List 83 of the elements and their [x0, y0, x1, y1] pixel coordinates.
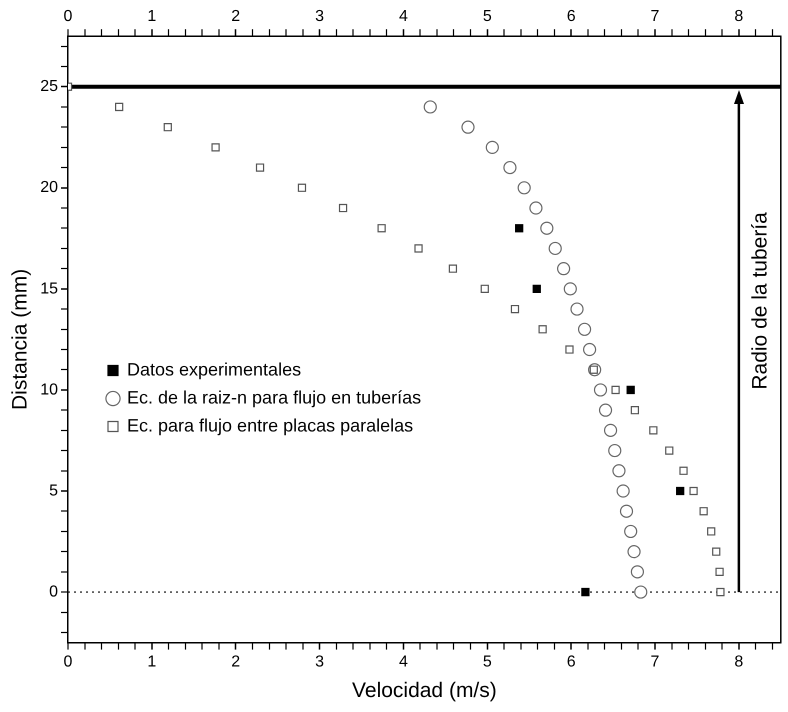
- point: [604, 424, 618, 437]
- x2-tick-label: 7: [650, 654, 660, 671]
- x-tick-label: 5: [482, 8, 492, 26]
- x2-tick-label: 5: [482, 654, 492, 671]
- legend-label: Ec. para flujo entre placas paralelas: [126, 415, 414, 436]
- point: [716, 588, 725, 596]
- point: [679, 466, 688, 475]
- point: [414, 244, 423, 253]
- point: [548, 242, 562, 256]
- point: [634, 585, 648, 599]
- point: [676, 486, 684, 496]
- point: [515, 224, 524, 232]
- point: [164, 123, 172, 132]
- x2-tick-label: 6: [566, 654, 576, 671]
- x-tick-label: 4: [398, 8, 408, 26]
- point: [611, 386, 620, 394]
- legend-label: Datos experimentales: [126, 359, 302, 380]
- point: [598, 404, 612, 417]
- point: [256, 163, 264, 172]
- point: [630, 565, 644, 578]
- point: [115, 102, 124, 112]
- x-tick-label: 1: [147, 8, 156, 26]
- point: [630, 406, 640, 414]
- point: [612, 464, 626, 478]
- x-tick-label: 6: [566, 8, 576, 26]
- point: [518, 181, 531, 194]
- x2-tick-label: 0: [64, 654, 73, 671]
- point: [583, 342, 596, 356]
- y-tick-label: 5: [49, 482, 58, 500]
- point: [570, 302, 584, 316]
- point: [377, 224, 386, 232]
- y-tick-label: 15: [40, 280, 58, 298]
- x-tick-label: 2: [231, 8, 240, 26]
- point: [616, 484, 630, 498]
- point: [538, 325, 547, 334]
- x2-tick-label: 8: [734, 654, 744, 671]
- point: [461, 120, 475, 134]
- y-axis-title: Distancia (mm): [8, 268, 32, 410]
- point: [624, 524, 638, 538]
- x2-tick-label: 3: [315, 654, 324, 671]
- point: [712, 548, 720, 556]
- point: [486, 140, 499, 154]
- point: [480, 284, 489, 293]
- point: [529, 201, 543, 215]
- x2-tick-label: 1: [147, 654, 156, 671]
- point: [689, 486, 698, 496]
- point: [540, 222, 554, 235]
- point: [620, 504, 634, 518]
- point: [626, 386, 635, 394]
- point: [594, 383, 608, 397]
- point: [532, 284, 541, 293]
- point: [510, 304, 520, 314]
- point: [627, 545, 641, 558]
- point: [424, 100, 437, 114]
- point: [338, 204, 348, 212]
- point: [581, 588, 590, 596]
- point: [608, 444, 622, 458]
- point: [665, 446, 674, 455]
- y-tick-label: 10: [40, 381, 58, 398]
- point: [700, 507, 708, 516]
- point: [503, 160, 517, 174]
- x-tick-label: 7: [650, 8, 660, 26]
- point: [565, 345, 574, 354]
- point: [448, 264, 458, 273]
- x-tick-label: 8: [734, 8, 744, 26]
- point: [649, 426, 658, 434]
- x-tick-label: 3: [315, 8, 324, 26]
- x-axis-title: Velocidad (m/s): [352, 679, 497, 702]
- point: [211, 143, 220, 152]
- point: [707, 527, 716, 536]
- x-tick-label: 0: [64, 8, 73, 26]
- point: [578, 322, 592, 336]
- x2-tick-label: 2: [231, 654, 240, 671]
- y-tick-label: 20: [40, 179, 58, 196]
- y-tick-label: 25: [40, 78, 58, 96]
- point: [715, 568, 724, 576]
- legend-label: Ec. de la raiz-n para flujo en tuberías: [126, 387, 422, 408]
- x2-tick-label: 4: [398, 654, 408, 671]
- point: [557, 262, 570, 276]
- point: [564, 282, 577, 296]
- ref-line-label: Radio de la tubería: [748, 212, 772, 390]
- y-tick-label: 0: [49, 583, 58, 600]
- point: [298, 184, 306, 192]
